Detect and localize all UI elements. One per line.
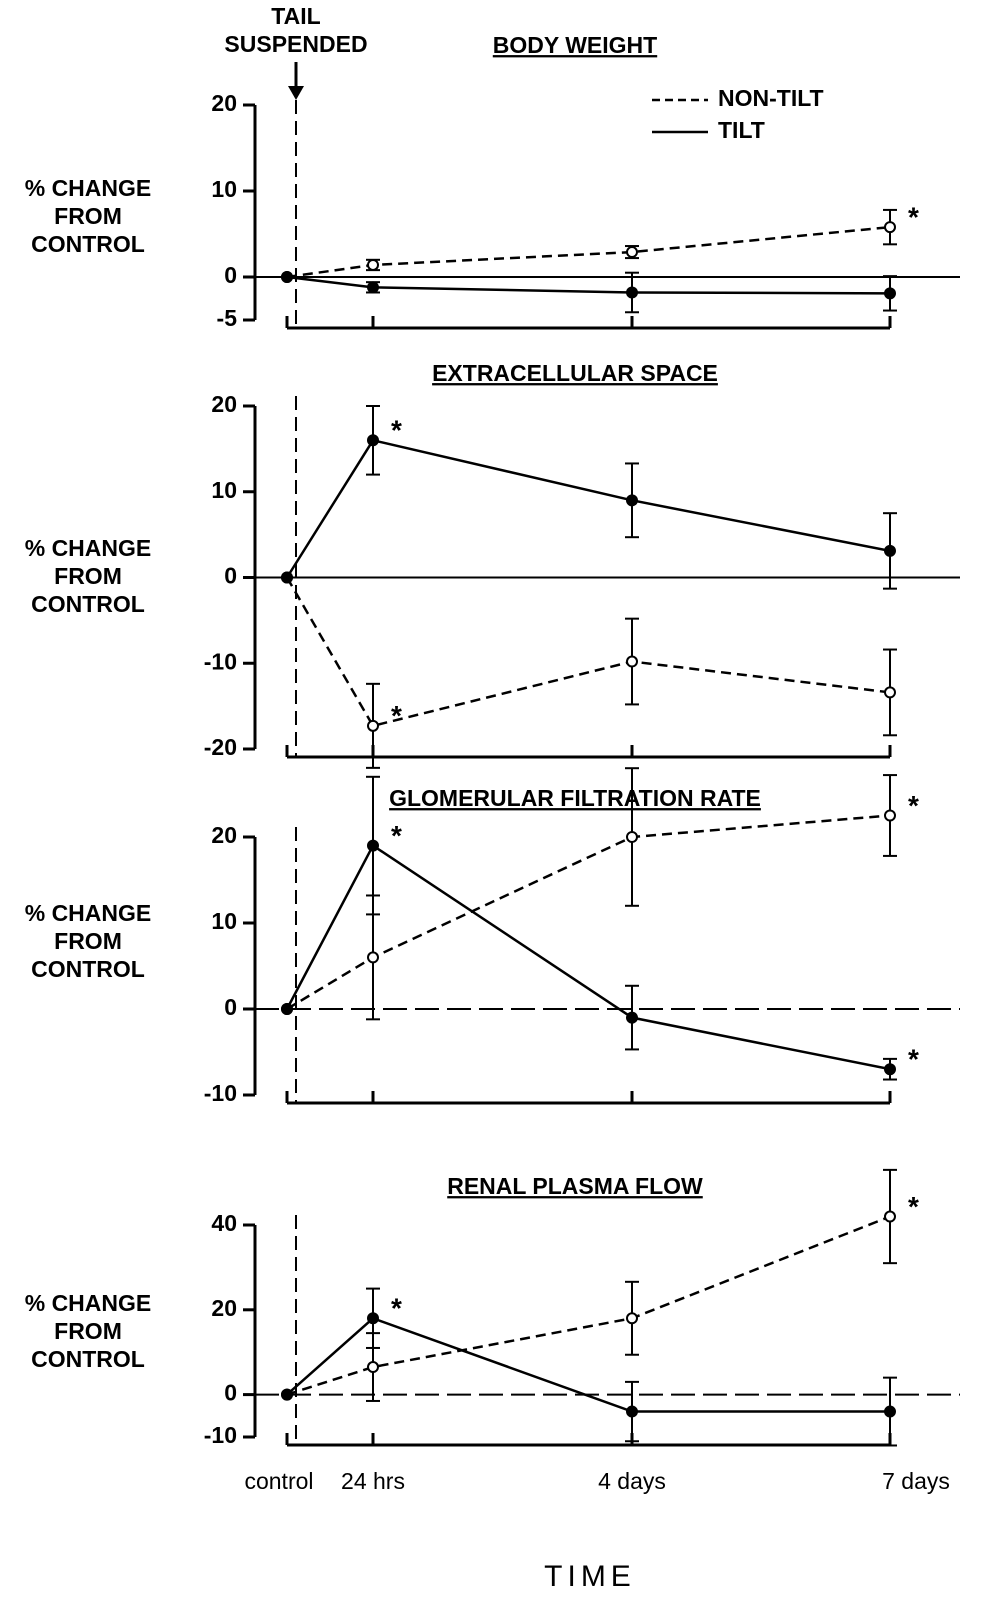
significance-star: * — [391, 415, 402, 446]
data-point — [626, 1312, 638, 1325]
annotation: TAIL — [271, 3, 320, 29]
series-line — [286, 814, 891, 1011]
y-tick-label: 10 — [211, 908, 237, 934]
y-axis-label: CONTROL — [31, 956, 145, 982]
significance-star: * — [391, 820, 402, 851]
significance-star: * — [391, 1293, 402, 1324]
y-tick-label: 20 — [211, 822, 237, 848]
series-line — [285, 576, 891, 728]
y-axis-label: CONTROL — [31, 591, 145, 617]
data-point — [884, 1405, 896, 1418]
y-tick-label: -10 — [204, 648, 237, 674]
series-line — [285, 843, 891, 1071]
series-line — [286, 225, 891, 279]
significance-star: * — [908, 202, 919, 233]
y-tick-label: -5 — [217, 305, 238, 331]
series-line — [286, 275, 891, 295]
data-point — [884, 544, 896, 557]
y-axis-label: % CHANGE — [25, 900, 152, 926]
series-line — [285, 438, 891, 579]
x-axis-label: TIME — [544, 1560, 636, 1593]
data-point — [367, 434, 379, 447]
y-tick-label: 0 — [224, 563, 237, 589]
data-point — [884, 287, 896, 300]
annotation: SUSPENDED — [224, 31, 367, 57]
y-tick-label: 0 — [224, 262, 237, 288]
y-axis-label: FROM — [54, 928, 122, 954]
x-tick-label: control — [244, 1468, 313, 1494]
y-axis-label: FROM — [54, 1318, 122, 1344]
y-tick-label: -20 — [204, 734, 237, 760]
y-axis-label: CONTROL — [31, 231, 145, 257]
data-point — [367, 951, 379, 964]
data-point — [884, 809, 896, 822]
data-point — [281, 271, 293, 283]
data-point — [626, 286, 638, 299]
y-tick-label: 0 — [224, 994, 237, 1020]
data-point — [884, 1063, 896, 1076]
data-point — [626, 831, 638, 843]
y-tick-label: 20 — [211, 90, 237, 116]
chart-title: GLOMERULAR FILTRATION RATE — [389, 785, 761, 811]
significance-star: * — [908, 790, 919, 821]
legend-label: TILT — [718, 117, 765, 143]
data-point — [367, 839, 379, 852]
y-axis-label: % CHANGE — [25, 535, 152, 561]
y-tick-label: -10 — [204, 1080, 237, 1106]
data-point — [626, 494, 638, 507]
y-axis-label: CONTROL — [31, 1346, 145, 1372]
data-point — [367, 281, 379, 294]
data-point — [367, 1312, 379, 1325]
chart-title: RENAL PLASMA FLOW — [447, 1173, 703, 1199]
x-tick-label: 24 hrs — [341, 1468, 405, 1494]
data-point — [367, 1361, 379, 1374]
series-line — [286, 1316, 890, 1413]
legend-label: NON-TILT — [718, 85, 824, 111]
y-tick-label: 40 — [211, 1210, 237, 1236]
y-axis-label: FROM — [54, 203, 122, 229]
y-axis-label: % CHANGE — [25, 1290, 152, 1316]
y-axis-label: FROM — [54, 563, 122, 589]
y-tick-label: 10 — [211, 477, 237, 503]
data-point — [884, 686, 896, 699]
x-tick-label: 7 days — [882, 1468, 950, 1494]
data-point — [884, 1210, 896, 1223]
y-tick-label: 0 — [224, 1380, 237, 1406]
annotation-arrowhead — [288, 86, 304, 100]
data-point — [626, 1011, 638, 1024]
data-point — [281, 1388, 293, 1401]
chart-title: BODY WEIGHT — [493, 32, 657, 58]
y-tick-label: 20 — [211, 391, 237, 417]
data-point — [367, 719, 379, 732]
data-point — [281, 571, 293, 584]
significance-star: * — [908, 1044, 919, 1075]
y-tick-label: 20 — [211, 1295, 237, 1321]
chart-title: EXTRACELLULAR SPACE — [432, 360, 718, 386]
y-tick-label: 10 — [211, 176, 237, 202]
data-point — [281, 1003, 293, 1015]
x-tick-label: 4 days — [598, 1468, 666, 1494]
data-point — [626, 246, 638, 259]
significance-star: * — [391, 700, 402, 731]
data-point — [367, 258, 379, 271]
significance-star: * — [908, 1191, 919, 1222]
data-point — [626, 655, 638, 668]
data-point — [626, 1405, 638, 1418]
y-axis-label: % CHANGE — [25, 175, 152, 201]
y-tick-label: -10 — [204, 1422, 237, 1448]
data-point — [884, 221, 896, 234]
